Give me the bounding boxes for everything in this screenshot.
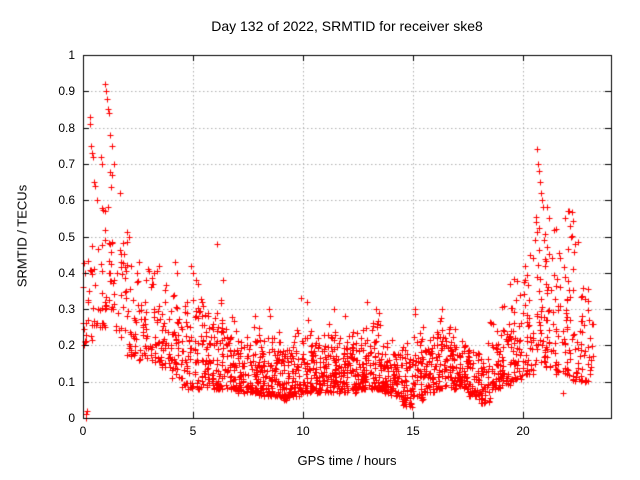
y-tick-label-0.6: 0.6 xyxy=(58,193,75,208)
x-tick-label-10: 10 xyxy=(296,424,310,438)
y-tick-label-0.8: 0.8 xyxy=(58,120,75,135)
x-tick-label-20: 20 xyxy=(516,424,530,438)
y-tick-label-0: 0 xyxy=(68,411,75,425)
y-tick-label-1: 1 xyxy=(68,48,75,62)
y-tick-label-0.7: 0.7 xyxy=(58,156,75,171)
y-tick-label-0.4: 0.4 xyxy=(58,265,75,280)
y-tick-label-0.1: 0.1 xyxy=(58,374,75,389)
y-tick-label-0.9: 0.9 xyxy=(58,84,75,99)
y-tick-label-0.2: 0.2 xyxy=(58,338,75,353)
y-axis-label: SRMTID / TECUs xyxy=(14,184,30,288)
x-tick-label-5: 5 xyxy=(189,424,197,438)
y-tick-label-0.5: 0.5 xyxy=(58,229,75,244)
chart-title: Day 132 of 2022, SRMTID for receiver ske… xyxy=(211,18,483,34)
x-axis-label: GPS time / hours xyxy=(297,453,397,468)
x-tick-label-0: 0 xyxy=(79,424,87,438)
x-tick-label-15: 15 xyxy=(406,424,420,438)
y-tick-label-0.3: 0.3 xyxy=(58,302,75,317)
